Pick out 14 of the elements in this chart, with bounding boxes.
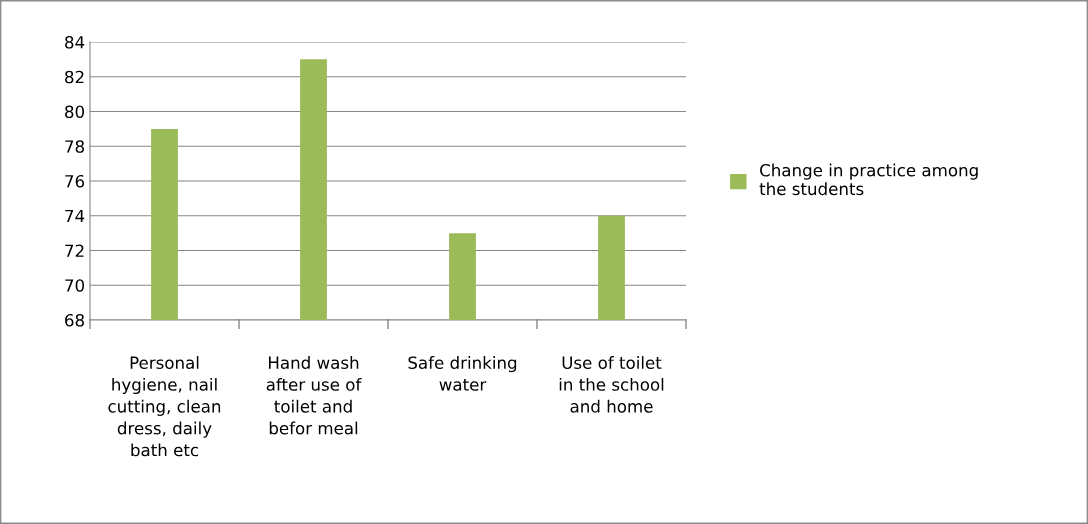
y-tick-label: 84 bbox=[65, 35, 85, 49]
x-tick-label: Personal hygiene, nail cutting, clean dress, daily bath etc bbox=[108, 356, 221, 457]
x-tick-label: Safe drinking water bbox=[408, 356, 517, 391]
y-tick-label: 74 bbox=[65, 209, 85, 223]
y-tick-label: 78 bbox=[65, 140, 84, 153]
legend-label: Change in practice among the students bbox=[759, 163, 978, 196]
y-tick-label: 82 bbox=[65, 70, 84, 84]
y-tick-label: 80 bbox=[65, 105, 85, 119]
y-tick-label: 68 bbox=[65, 313, 84, 327]
x-tick-label: Hand wash after use of toilet and befor meal bbox=[266, 356, 362, 435]
y-tick-label: 72 bbox=[65, 244, 84, 257]
y-tick-label: 76 bbox=[65, 174, 85, 188]
y-tick-label: 70 bbox=[65, 279, 85, 292]
x-tick-label: Use of toilet in the school and home bbox=[559, 356, 664, 413]
